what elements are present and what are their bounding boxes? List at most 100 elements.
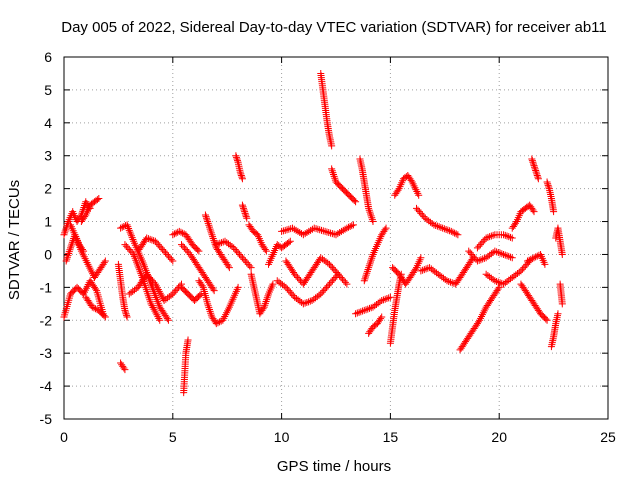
data-point <box>475 242 483 250</box>
data-point <box>240 206 248 214</box>
data-point <box>523 257 531 265</box>
data-point <box>321 285 329 293</box>
data-point <box>419 266 427 274</box>
data-point <box>476 241 484 249</box>
data-point <box>357 308 365 316</box>
data-point <box>151 280 159 288</box>
data-point <box>320 287 328 295</box>
data-point <box>151 307 159 315</box>
data-point <box>214 240 222 248</box>
chart-title: Day 005 of 2022, Sidereal Day-to-day VTE… <box>61 19 607 36</box>
data-point <box>212 241 220 249</box>
data-point <box>312 225 320 233</box>
series-s25 <box>273 270 342 308</box>
data-point <box>315 291 323 299</box>
data-point <box>169 231 177 239</box>
data-point <box>262 247 270 255</box>
data-point <box>558 300 566 308</box>
data-point <box>339 275 347 283</box>
series-s32 <box>360 224 390 285</box>
series-s23 <box>247 270 277 318</box>
series-s17 <box>195 277 242 328</box>
data-point <box>101 313 109 321</box>
data-point <box>491 277 499 285</box>
data-point <box>443 277 451 285</box>
data-point <box>512 219 520 227</box>
data-point <box>336 229 344 237</box>
data-point <box>121 366 129 374</box>
data-point <box>234 283 242 291</box>
data-point <box>287 225 295 233</box>
data-point <box>299 300 307 308</box>
data-point <box>501 231 509 239</box>
series-s40 <box>465 247 516 265</box>
series-s33 <box>365 313 386 337</box>
data-point <box>155 314 163 322</box>
data-point <box>325 260 333 268</box>
data-point <box>234 157 242 165</box>
data-point <box>381 226 389 234</box>
data-point <box>349 221 357 229</box>
data-point <box>501 251 509 259</box>
data-point <box>558 250 566 258</box>
data-point <box>154 286 162 294</box>
data-point <box>378 297 386 305</box>
series-s04 <box>77 195 103 226</box>
data-point <box>528 255 536 263</box>
data-point <box>169 290 177 298</box>
data-point <box>296 229 304 237</box>
data-point <box>143 234 151 242</box>
data-point <box>411 265 419 273</box>
data-point <box>369 218 377 226</box>
data-point <box>484 233 492 241</box>
data-point <box>233 247 241 255</box>
data-point <box>172 287 180 295</box>
data-point <box>323 228 331 236</box>
data-point <box>143 270 151 278</box>
series-s15 <box>178 283 205 305</box>
series-s30 <box>356 155 377 226</box>
data-point <box>394 186 402 194</box>
data-point <box>503 252 511 260</box>
data-point <box>203 214 211 222</box>
data-point <box>170 230 178 238</box>
data-point <box>305 227 313 235</box>
data-point <box>292 272 300 280</box>
data-point <box>498 279 506 287</box>
data-point <box>383 295 391 303</box>
x-tick-label: 5 <box>169 429 177 445</box>
data-point <box>166 254 174 262</box>
data-point <box>531 165 539 173</box>
data-point <box>244 260 252 268</box>
data-point <box>493 277 501 285</box>
data-point <box>178 241 186 249</box>
data-point <box>147 275 155 283</box>
data-point <box>153 239 161 247</box>
data-point <box>238 254 246 262</box>
series-s13 <box>169 227 203 255</box>
data-point <box>88 303 96 311</box>
data-point <box>330 265 338 273</box>
data-point <box>232 153 240 161</box>
data-point <box>317 290 325 298</box>
data-point <box>328 142 336 150</box>
data-point <box>237 170 245 178</box>
data-point <box>93 196 101 204</box>
data-point <box>550 208 558 216</box>
data-point <box>500 231 508 239</box>
data-point <box>155 287 163 295</box>
data-point <box>150 305 158 313</box>
data-point <box>153 284 161 292</box>
data-point <box>523 260 531 268</box>
data-point <box>288 224 296 232</box>
data-point <box>339 226 347 234</box>
data-point <box>163 250 171 258</box>
data-point <box>124 223 132 231</box>
data-point <box>529 206 537 214</box>
data-point <box>236 168 244 176</box>
data-point <box>432 221 440 229</box>
data-point <box>210 287 218 295</box>
data-point <box>544 181 552 189</box>
